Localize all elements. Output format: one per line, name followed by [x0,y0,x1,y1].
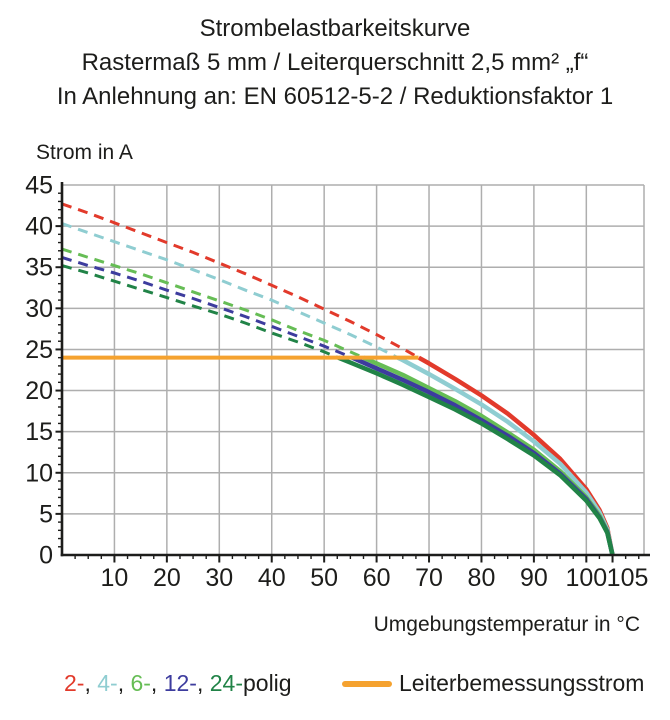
y-tick-label: 5 [39,500,53,528]
x-tick-label: 30 [205,564,233,592]
title-block: Strombelastbarkeitskurve Rastermaß 5 mm … [0,12,670,114]
y-tick-label: 25 [25,336,53,364]
legend-series-suffix: polig [242,670,292,696]
legend-separator: , [196,670,210,696]
series-solid-6-polig [362,355,615,556]
series-dashed-24-polig [61,264,339,360]
legend: 2-, 4-, 6-, 12-, 24-polig Leiterbemessun… [0,668,670,708]
x-tick-label: 40 [258,564,286,592]
y-tick-label: 40 [25,213,53,241]
y-tick-label: 10 [25,459,53,487]
series-dashed-6-polig [61,247,365,360]
x-tick-label: 70 [415,564,443,592]
x-tick-label: 105 [607,564,649,592]
y-tick-label: 35 [25,254,53,282]
y-tick-label: 0 [39,542,53,570]
x-tick-label: 20 [153,564,181,592]
rated-current-label: Leiterbemessungsstrom [399,670,645,696]
chart-subtitle: Rastermaß 5 mm / Leiterquerschnitt 2,5 m… [81,49,589,76]
x-axis-title: Umgebungstemperatur in °C [373,613,640,636]
legend-series-group: 2-, 4-, 6-, 12-, 24-polig [64,670,292,697]
x-tick-label: 100 [565,564,607,592]
x-tick-label: 10 [101,564,129,592]
series-dashed-2-polig [61,202,420,360]
y-tick-label: 45 [25,172,53,200]
legend-series-label-12polig: 12- [163,670,197,696]
x-tick-label: 50 [310,564,338,592]
series-dashed-12-polig [61,255,353,360]
x-tick-label: 60 [363,564,391,592]
series-dashed-4-polig [61,222,399,360]
legend-series-label-2polig: 2- [64,670,85,696]
series-solid-24-polig [337,355,615,556]
x-tick-label: 90 [520,564,548,592]
legend-separator: , [117,670,131,696]
series-solid-12-polig [351,355,615,556]
x-tick-label: 80 [468,564,496,592]
y-tick-label: 20 [25,377,53,405]
chart-standard-note: In Anlehnung an: EN 60512-5-2 / Reduktio… [56,83,614,110]
legend-series-label-4polig: 4- [97,670,118,696]
legend-series-label-6polig: 6- [130,670,151,696]
y-axis-title: Strom in A [36,141,133,164]
rated-current-swatch [342,681,392,687]
legend-series-label-24polig: 24- [209,670,243,696]
derating-chart: 0 5 10 15 20 25 30 35 40 45 10 20 30 40 50 60 70 80 90 100 1… [25,172,650,592]
legend-separator: , [84,670,98,696]
y-tick-label: 15 [25,418,53,446]
chart-title: Strombelastbarkeitskurve [199,15,471,42]
legend-separator: , [150,670,164,696]
y-tick-label: 30 [25,295,53,323]
